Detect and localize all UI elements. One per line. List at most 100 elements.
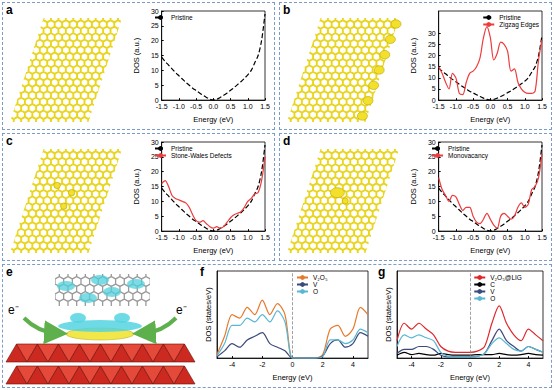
- svg-text:Pristine: Pristine: [499, 14, 521, 21]
- svg-text:2: 2: [321, 361, 325, 368]
- svg-text:0.0: 0.0: [208, 234, 218, 241]
- svg-text:DOS (a.u.): DOS (a.u.): [409, 37, 418, 73]
- svg-text:1.0: 1.0: [243, 103, 253, 110]
- svg-text:0.5: 0.5: [503, 103, 513, 110]
- svg-text:-0.5: -0.5: [190, 103, 202, 110]
- svg-text:DOS (a.u.): DOS (a.u.): [132, 37, 141, 73]
- svg-text:10: 10: [428, 74, 436, 81]
- svg-text:DOS (a.u.): DOS (a.u.): [132, 168, 141, 204]
- svg-text:10: 10: [428, 198, 436, 205]
- svg-text:Pristine: Pristine: [171, 14, 193, 21]
- svg-text:0: 0: [431, 227, 436, 235]
- svg-text:-2: -2: [438, 361, 444, 368]
- svg-text:1.5: 1.5: [537, 234, 547, 241]
- svg-text:V₂O₅@LIG: V₂O₅@LIG: [490, 274, 522, 281]
- svg-text:O: O: [490, 295, 495, 302]
- svg-text:Energy (eV): Energy (eV): [470, 115, 511, 124]
- svg-text:-1.0: -1.0: [450, 103, 462, 110]
- svg-text:1.5: 1.5: [260, 103, 270, 110]
- svg-text:25: 25: [151, 153, 159, 160]
- svg-text:0: 0: [154, 227, 159, 235]
- html-text:g: g: [378, 265, 386, 279]
- svg-text:20: 20: [151, 168, 159, 175]
- svg-text:25: 25: [428, 153, 436, 160]
- svg-text:30: 30: [151, 139, 159, 146]
- svg-text:20: 20: [151, 37, 159, 44]
- svg-text:1.0: 1.0: [520, 103, 530, 110]
- svg-text:30: 30: [428, 30, 436, 37]
- svg-text:-4: -4: [229, 361, 235, 368]
- svg-text:5: 5: [432, 85, 436, 92]
- svg-text:4: 4: [526, 361, 530, 368]
- svg-text:0.0: 0.0: [485, 234, 495, 241]
- svg-text:-1.0: -1.0: [173, 103, 185, 110]
- svg-text:15: 15: [151, 52, 159, 59]
- svg-text:25: 25: [151, 22, 159, 29]
- svg-text:-1.0: -1.0: [173, 234, 185, 241]
- svg-text:O: O: [313, 288, 318, 295]
- svg-text:-1.0: -1.0: [450, 234, 462, 241]
- svg-text:15: 15: [428, 63, 436, 70]
- svg-text:1.5: 1.5: [537, 103, 547, 110]
- html-text:d: d: [283, 134, 291, 148]
- svg-text:1.0: 1.0: [243, 234, 253, 241]
- svg-text:-1.5: -1.5: [156, 103, 168, 110]
- svg-text:-1.5: -1.5: [433, 103, 445, 110]
- svg-text:1.5: 1.5: [260, 234, 270, 241]
- html-text:b: b: [283, 3, 291, 17]
- svg-text:0.0: 0.0: [208, 103, 218, 110]
- svg-text:e⁻: e⁻: [8, 303, 19, 317]
- html-text:c: c: [6, 134, 13, 148]
- svg-text:Energy (eV): Energy (eV): [450, 373, 491, 382]
- svg-text:Energy (eV): Energy (eV): [272, 373, 313, 382]
- svg-text:Energy (eV): Energy (eV): [193, 246, 234, 255]
- svg-text:20: 20: [428, 52, 436, 59]
- svg-text:15: 15: [151, 183, 159, 190]
- svg-text:Pristine: Pristine: [171, 145, 193, 152]
- svg-text:-0.5: -0.5: [190, 234, 202, 241]
- svg-text:2: 2: [497, 361, 501, 368]
- svg-text:V: V: [490, 288, 495, 295]
- svg-text:V₂O₅: V₂O₅: [313, 274, 328, 281]
- svg-text:10: 10: [151, 67, 159, 74]
- svg-text:Pristine: Pristine: [448, 145, 470, 152]
- svg-text:DOS (a.u.): DOS (a.u.): [409, 168, 418, 204]
- svg-text:Stone-Wales Defects: Stone-Wales Defects: [171, 152, 233, 159]
- svg-text:C: C: [490, 281, 495, 288]
- svg-text:Energy (eV): Energy (eV): [470, 246, 511, 255]
- html-text:e: e: [6, 265, 13, 279]
- svg-text:e⁻: e⁻: [176, 303, 187, 317]
- svg-text:-4: -4: [408, 361, 414, 368]
- svg-text:15: 15: [428, 183, 436, 190]
- svg-text:DOS (states/eV): DOS (states/eV): [384, 287, 393, 342]
- svg-text:0.5: 0.5: [226, 103, 236, 110]
- svg-text:-1.5: -1.5: [433, 234, 445, 241]
- svg-text:0: 0: [431, 96, 436, 104]
- svg-text:-1.5: -1.5: [156, 234, 168, 241]
- svg-text:30: 30: [428, 139, 436, 146]
- svg-text:5: 5: [155, 213, 159, 220]
- svg-text:20: 20: [428, 168, 436, 175]
- svg-text:4: 4: [351, 361, 355, 368]
- html-text:a: a: [6, 3, 13, 17]
- svg-text:0: 0: [291, 361, 295, 368]
- svg-text:Zigzag Edges: Zigzag Edges: [499, 21, 539, 29]
- svg-text:DOS (states/eV): DOS (states/eV): [204, 287, 213, 342]
- svg-text:0.5: 0.5: [503, 234, 513, 241]
- svg-text:0.5: 0.5: [226, 234, 236, 241]
- svg-text:30: 30: [151, 8, 159, 15]
- svg-text:V: V: [313, 281, 318, 288]
- svg-text:0: 0: [154, 96, 159, 104]
- svg-text:0: 0: [468, 361, 472, 368]
- svg-text:1.0: 1.0: [520, 234, 530, 241]
- svg-text:Monovacancy: Monovacancy: [448, 152, 489, 160]
- svg-text:0.0: 0.0: [485, 103, 495, 110]
- svg-text:Energy (eV): Energy (eV): [193, 115, 234, 124]
- svg-text:-0.5: -0.5: [467, 234, 479, 241]
- svg-text:5: 5: [155, 82, 159, 89]
- svg-text:-0.5: -0.5: [467, 103, 479, 110]
- svg-text:-2: -2: [259, 361, 265, 368]
- svg-text:5: 5: [432, 213, 436, 220]
- svg-text:10: 10: [151, 198, 159, 205]
- svg-text:25: 25: [428, 41, 436, 48]
